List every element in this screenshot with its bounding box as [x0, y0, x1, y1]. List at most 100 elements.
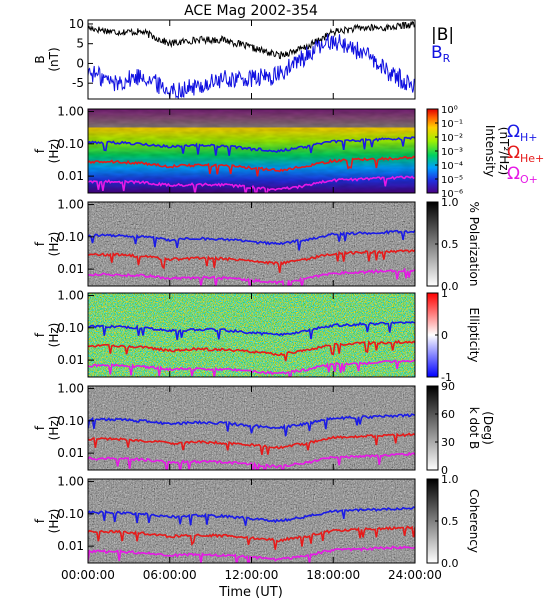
series-line-br: [88, 33, 415, 99]
y-tick-label: 1.00: [57, 475, 84, 489]
y-tick-label: 10: [69, 17, 84, 31]
colorbar-tick-label: 10⁻⁵: [441, 175, 463, 186]
x-tick-label: 24:00:00: [388, 568, 442, 582]
panel-coherency-plot-area: [88, 479, 415, 563]
panel-coherency-x-ticks: [87, 479, 416, 563]
colorbar-title: Ellipticity: [467, 308, 481, 363]
y-axis-label: f: [33, 425, 47, 430]
x-axis-label: Time (UT): [218, 585, 283, 600]
panel-polarization: 1.00 0.10 0.01 f (Hz) 1.0 0.5 0.0 % Polarization: [33, 196, 481, 293]
colorbar-tick-label: 0.5: [441, 238, 459, 251]
ion-legend-subscript: H+: [520, 131, 538, 144]
y-tick-label: 0.10: [57, 321, 84, 335]
panel-ellipticity-y-ticks: 1.00 0.10 0.01: [57, 289, 94, 367]
y-axis-unit: (Hz): [47, 232, 61, 257]
y-tick-label: 0.10: [57, 230, 84, 244]
gyrofrequency-h-line: [88, 506, 415, 526]
ion-legend-He-plus: ΩHe+: [507, 143, 544, 165]
colorbar-tick-label: 10⁻³: [441, 147, 463, 158]
colorbar-polarization: 1.0 0.5 0.0 % Polarization: [426, 196, 481, 293]
y-tick-label: 5: [76, 37, 84, 51]
ion-legend-O-plus: ΩO+: [507, 164, 538, 186]
y-axis-label: f: [33, 332, 47, 337]
colorbar-tick-label: 90: [441, 380, 455, 393]
panel-coherency-y-ticks: 1.00 0.10 0.01: [57, 475, 94, 553]
gyrofrequency-he-line: [88, 155, 415, 177]
x-tick-label: 18:00:00: [306, 568, 360, 582]
colorbar-coherency: 1.0 0.5 0.0 Coherency: [426, 473, 481, 570]
colorbar-tick-label: 10⁻²: [441, 133, 463, 144]
gyrofrequency-o-line: [88, 267, 415, 286]
ion-legend-subscript: O+: [520, 173, 538, 186]
ion-legend-subscript: He+: [520, 152, 544, 165]
y-tick-label: 0.10: [57, 137, 84, 151]
y-tick-label: 0.10: [57, 507, 84, 521]
colorbar-tick-label: 10⁻⁶: [441, 189, 463, 200]
panel-polarization-y-ticks: 1.00 0.10 0.01: [57, 198, 94, 276]
panel-intensity-x-ticks: [87, 109, 416, 193]
panel-intensity: 1.00 0.10 0.01 f (Hz) 10⁰ 10⁻¹ 10⁻² 10⁻³ 10⁻⁴ 10⁻⁵…: [33, 105, 544, 200]
legend-bmag: |B|: [431, 25, 454, 45]
legend-br-subscript: R: [443, 52, 451, 65]
colorbar-ellipticity: 1 0 -1 Ellipticity: [426, 287, 481, 384]
colorbar-tick-label: 0: [441, 329, 448, 342]
gyrofrequency-he-line: [88, 249, 415, 273]
colorbar-tick-label: 1.0: [441, 473, 459, 486]
panel-ellipticity: 1.00 0.10 0.01 f (Hz) 1 0 -1 Ellipticity: [33, 287, 481, 384]
colorbar-title: (Deg): [481, 411, 495, 445]
gyrofrequency-h-line: [88, 136, 415, 156]
colorbar-title: Coherency: [467, 489, 481, 553]
y-axis-label: f: [33, 518, 47, 523]
gyrofrequency-h-line: [88, 229, 415, 251]
y-axis-label: f: [33, 241, 47, 246]
y-tick-label: 0.01: [57, 353, 84, 367]
x-tick-label: 12:00:00: [225, 568, 279, 582]
y-axis-label: f: [33, 148, 47, 153]
colorbar-tick-label: 0.0: [441, 557, 459, 570]
colorbar-tick-label: 60: [441, 408, 455, 421]
y-axis-unit: (nT): [47, 47, 61, 71]
panel-b-field-plot-area: [88, 20, 415, 99]
y-tick-label: 0.01: [57, 262, 84, 276]
gyrofrequency-o-line: [88, 451, 415, 470]
colorbar-tick-label: 10⁻¹: [441, 119, 463, 130]
y-tick-label: 0.01: [57, 446, 84, 460]
colorbar-tick-label: 10⁻⁴: [441, 161, 463, 172]
panel-intensity-plot-area: [88, 109, 415, 193]
polarization-texture: [88, 202, 415, 286]
colorbar-tick-label: 30: [441, 436, 455, 449]
chart-title: ACE Mag 2002-354: [184, 3, 318, 19]
panel-polarization-x-ticks: [87, 202, 416, 286]
y-tick-label: 0.10: [57, 414, 84, 428]
kdotb-texture: [88, 386, 415, 470]
panel-b-field-y-ticks: 10 5 0 -5: [69, 17, 93, 90]
panel-kdotb-x-ticks: [87, 386, 416, 470]
colorbar-gradient: [426, 385, 439, 471]
x-tick-label: 00:00:00: [61, 568, 115, 582]
gyrofrequency-he-line: [88, 525, 415, 550]
colorbar-kdotb: 90 60 30 0 k dot B (Deg): [426, 380, 495, 477]
colorbar-title: k dot B: [467, 407, 481, 449]
x-axis: 00:00:00 06:00:00 12:00:00 18:00:00 24:00:00…: [61, 568, 442, 600]
gyrofrequency-h-line: [88, 321, 415, 340]
y-tick-label: 1.00: [57, 105, 84, 119]
colorbar-title: % Polarization: [467, 202, 481, 287]
legend: |B|BR: [431, 25, 454, 65]
series-line-bmag: [88, 20, 415, 60]
y-tick-label: 1.00: [57, 289, 84, 303]
ion-legend-H-plus: ΩH+: [507, 122, 538, 144]
y-axis-label: B: [33, 55, 47, 63]
y-tick-label: 0: [76, 56, 84, 70]
panel-b-field: 10 5 0 -5 B (nT) |B|BR: [33, 17, 454, 100]
legend-br: BR: [431, 43, 451, 65]
gyrofrequency-he-line: [88, 339, 415, 362]
colorbar-tick-label: -1: [441, 371, 452, 384]
colorbar-tick-label: 0.0: [441, 280, 459, 293]
gyrofrequency-h-line: [88, 413, 415, 437]
colorbar-tick-label: 10⁰: [441, 105, 458, 116]
y-axis-unit: (Hz): [47, 139, 61, 164]
colorbar-tick-label: 1: [441, 287, 448, 300]
y-tick-label: 0.01: [57, 539, 84, 553]
y-tick-label: 1.00: [57, 382, 84, 396]
